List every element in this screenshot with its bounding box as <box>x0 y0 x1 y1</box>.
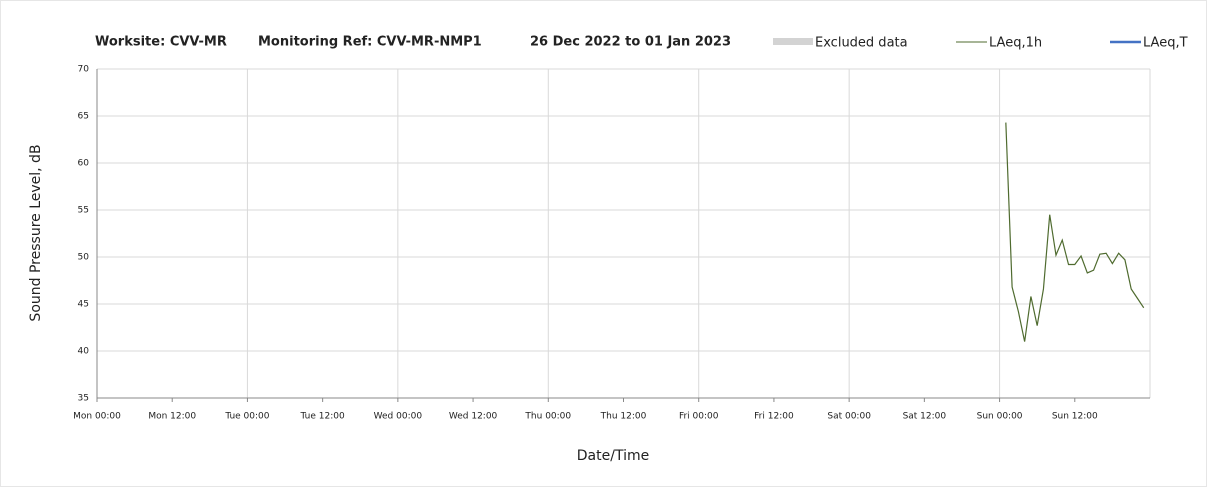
legend-swatch <box>773 38 813 45</box>
series-line <box>1005 122 1145 342</box>
x-tick-label: Wed 00:00 <box>374 412 423 422</box>
x-tick-label: Tue 00:00 <box>224 412 269 422</box>
y-tick-label: 70 <box>78 65 90 75</box>
x-tick-label: Mon 12:00 <box>148 412 196 422</box>
x-tick-label: Sun 00:00 <box>977 412 1023 422</box>
x-tick-label: Sat 12:00 <box>903 412 947 422</box>
x-tick-label: Mon 00:00 <box>73 412 121 422</box>
legend-label: Excluded data <box>815 36 908 51</box>
title-ref: Monitoring Ref: CVV-MR-NMP1 <box>258 35 482 50</box>
x-tick-label: Fri 00:00 <box>679 412 719 422</box>
y-tick-label: 55 <box>78 206 89 216</box>
x-tick-label: Thu 12:00 <box>600 412 647 422</box>
y-tick-label: 35 <box>78 394 89 404</box>
x-tick-label: Sat 00:00 <box>827 412 871 422</box>
y-tick-label: 50 <box>78 253 90 263</box>
y-tick-label: 60 <box>78 159 90 169</box>
x-tick-label: Wed 12:00 <box>449 412 498 422</box>
legend-label: LAeq,T <box>1143 36 1188 51</box>
legend-label: LAeq,1h <box>989 36 1042 51</box>
y-tick-label: 45 <box>78 300 89 310</box>
x-tick-label: Tue 12:00 <box>300 412 345 422</box>
y-tick-label: 65 <box>78 112 89 122</box>
x-tick-label: Sun 12:00 <box>1052 412 1098 422</box>
x-tick-label: Fri 12:00 <box>754 412 794 422</box>
y-axis-label: Sound Pressure Level, dB <box>28 144 44 321</box>
title-dates: 26 Dec 2022 to 01 Jan 2023 <box>530 35 731 50</box>
x-axis-label: Date/Time <box>577 448 649 464</box>
title-worksite: Worksite: CVV-MR <box>95 35 227 50</box>
x-tick-label: Thu 00:00 <box>524 412 571 422</box>
y-tick-label: 40 <box>78 347 90 357</box>
